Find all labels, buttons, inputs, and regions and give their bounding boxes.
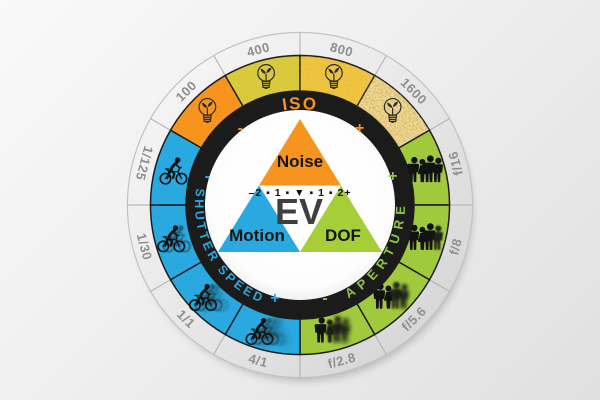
outer-dial-rim <box>126 31 474 379</box>
dial-tick <box>150 279 171 292</box>
dial-value-f-16: f/16 <box>445 150 466 177</box>
dial-tick <box>213 55 226 76</box>
people-group-icon <box>407 223 443 250</box>
dial-tick <box>429 118 450 131</box>
ev-meter-scale: –2 ▪ 1 ▪ ▼ ▪ 1 ▪ 2+ <box>249 187 352 199</box>
iso-minus-sign: - <box>238 120 243 137</box>
people-group-icon <box>314 315 351 343</box>
center-disc <box>205 110 395 300</box>
noise-grain-texture <box>357 75 430 148</box>
dial-tick <box>374 334 387 355</box>
shutter-plus-sign: + <box>270 290 279 307</box>
light-bulb-icon <box>383 97 402 124</box>
aperture-minus-sign: - <box>322 290 327 307</box>
dial-tick <box>374 55 387 76</box>
aperture-plus-sign: + <box>388 168 397 185</box>
light-bulb-icon <box>325 64 343 90</box>
dial-value-1-30: 1/30 <box>134 232 156 262</box>
noise-triangle <box>259 119 341 186</box>
dial-tick-marks <box>127 32 473 378</box>
black-ring <box>185 90 415 320</box>
cyclist-icon <box>188 283 228 312</box>
light-bulb-icon <box>198 97 217 124</box>
motion-label: Motion <box>229 226 285 245</box>
cyclist-icon <box>157 225 191 253</box>
motion-triangle <box>218 185 300 252</box>
cyclist-icon <box>245 317 290 346</box>
dial-tick <box>150 118 171 131</box>
segment-icons <box>157 64 443 346</box>
dof-triangle <box>300 185 382 252</box>
noise-label: Noise <box>277 152 323 171</box>
dial-tick <box>213 334 226 355</box>
dial-tick <box>429 279 450 292</box>
cyclist-icon <box>159 157 188 185</box>
light-bulb-icon <box>257 64 275 90</box>
dial-value-800: 800 <box>329 39 355 59</box>
dial-value-f-2-8: f/2.8 <box>326 350 357 372</box>
iso-section-label: ISO <box>281 94 318 115</box>
iso-plus-sign: + <box>355 120 364 137</box>
dial-value-400: 400 <box>245 39 271 59</box>
dial-value-4-1: 4/1 <box>247 351 270 371</box>
ev-label: EV <box>275 191 323 232</box>
dof-label: DOF <box>325 226 361 245</box>
shutter-minus-sign: - <box>205 168 210 185</box>
dial-value-f-8: f/8 <box>446 237 465 257</box>
